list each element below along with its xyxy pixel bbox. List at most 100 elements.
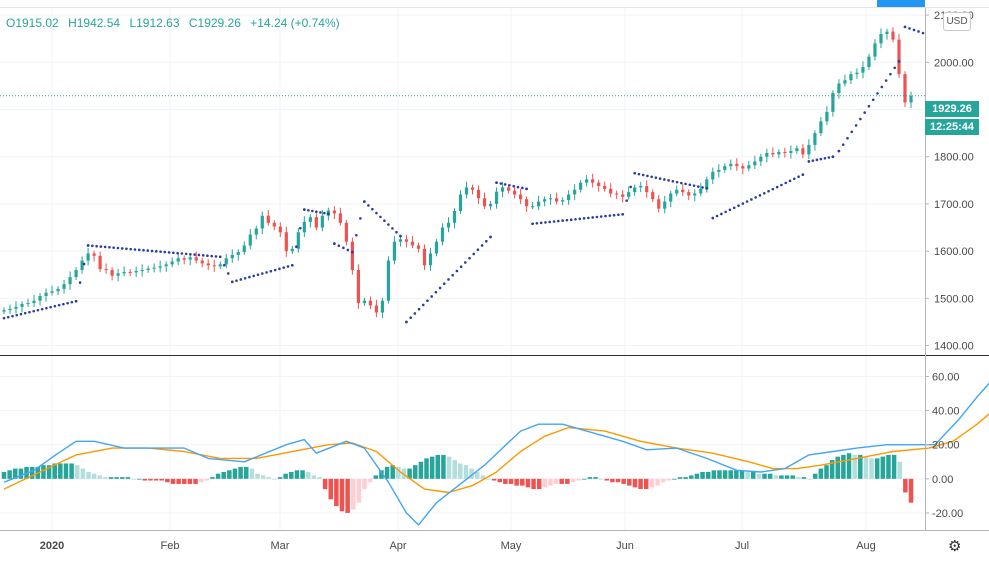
histogram-bar [796, 477, 801, 479]
toolbar-button-blue[interactable] [877, 0, 925, 7]
time-tick-label: Aug [856, 540, 876, 552]
histogram-bar [717, 470, 722, 479]
histogram-bar [514, 478, 519, 486]
histogram-bar [689, 475, 694, 479]
candle-body [170, 261, 174, 265]
sar-dot [417, 307, 421, 311]
candle-body [597, 182, 601, 186]
candle-body [567, 194, 571, 201]
histogram-bar [446, 456, 452, 479]
candle-body [512, 190, 517, 195]
sar-dot [116, 246, 120, 250]
sar-dot [599, 215, 603, 218]
sar-dot [633, 171, 636, 175]
histogram-bar [418, 461, 424, 479]
candle-body [26, 303, 30, 305]
candle-body [2, 310, 6, 312]
candle [260, 211, 264, 235]
macd-axis: -20.00 0.00 20.00 40.00 60.00 [925, 371, 963, 520]
sar-dot [150, 249, 154, 253]
currency-button[interactable]: USD [943, 12, 971, 31]
histogram-bar [74, 465, 80, 479]
sar-dot [912, 28, 916, 32]
sar-dot [884, 79, 888, 82]
sar-dot [732, 206, 736, 210]
sar-dot [273, 268, 277, 272]
sar-dot [705, 187, 709, 190]
candle-body [609, 188, 613, 194]
sar-dot [831, 155, 835, 159]
sar-dot [867, 104, 871, 108]
sar-dot [468, 256, 471, 260]
sar-dot [503, 183, 507, 186]
candle-body [657, 199, 661, 209]
sar-dot [489, 235, 492, 239]
candle-body [651, 192, 655, 200]
histogram-bar [801, 477, 807, 479]
candle [254, 225, 258, 240]
sar-dot [451, 273, 454, 277]
sar-dot [846, 136, 849, 140]
histogram-bar [356, 478, 362, 503]
histogram-bar [328, 478, 333, 500]
candle [248, 228, 252, 250]
sar-dot [426, 299, 429, 303]
candle [561, 197, 565, 206]
sar-dot [544, 221, 547, 224]
candle [194, 251, 198, 264]
sar-dot [784, 181, 788, 185]
candle [362, 297, 366, 306]
candle [597, 179, 601, 192]
sar-dot [239, 278, 243, 281]
histogram-bar [852, 454, 857, 479]
candle-body [308, 217, 312, 222]
candle [494, 187, 499, 209]
histogram-bar [142, 478, 148, 481]
sar-dot [49, 305, 52, 309]
histogram-bar [818, 468, 824, 479]
candle-body [681, 189, 685, 193]
histogram-bar [58, 463, 63, 479]
sar-dot [172, 251, 175, 255]
candle [711, 167, 715, 185]
sar-series [2, 25, 925, 324]
histogram-bar [835, 456, 841, 479]
time-tick-label: Jun [616, 540, 634, 552]
candle-body [843, 80, 847, 84]
sar-dot [671, 179, 675, 183]
gear-icon[interactable]: ⚙ [948, 538, 962, 555]
candle-body [873, 43, 877, 57]
histogram-bar [711, 470, 717, 479]
histogram-bar [858, 454, 863, 479]
candle-body [74, 270, 78, 278]
candle-body [194, 257, 198, 261]
candle [897, 33, 901, 78]
histogram-bar [227, 470, 232, 479]
histogram-bar [824, 465, 829, 479]
candle [867, 53, 871, 70]
candle-body [573, 189, 577, 195]
candle-body [350, 241, 354, 271]
candle-body [296, 232, 300, 249]
sar-dot [587, 216, 590, 220]
candle [789, 145, 793, 159]
candle [609, 183, 613, 198]
sar-dot [762, 191, 766, 195]
histogram-bar [91, 473, 97, 479]
sar-dot [535, 222, 539, 225]
sar-dot [788, 179, 792, 183]
sar-dot [379, 215, 382, 219]
histogram-bar [384, 466, 390, 479]
sar-dot [337, 244, 341, 248]
histogram-bar [812, 473, 818, 479]
candle-body [837, 83, 841, 93]
signal-line [3, 413, 989, 494]
candle [549, 194, 553, 205]
macd-tick-label: 20.00 [932, 440, 960, 452]
candle-body [224, 258, 228, 265]
candle [488, 201, 493, 211]
histogram-bar [69, 463, 74, 479]
sar-dot [591, 216, 594, 219]
macd-tick-label: -20.00 [932, 508, 963, 520]
